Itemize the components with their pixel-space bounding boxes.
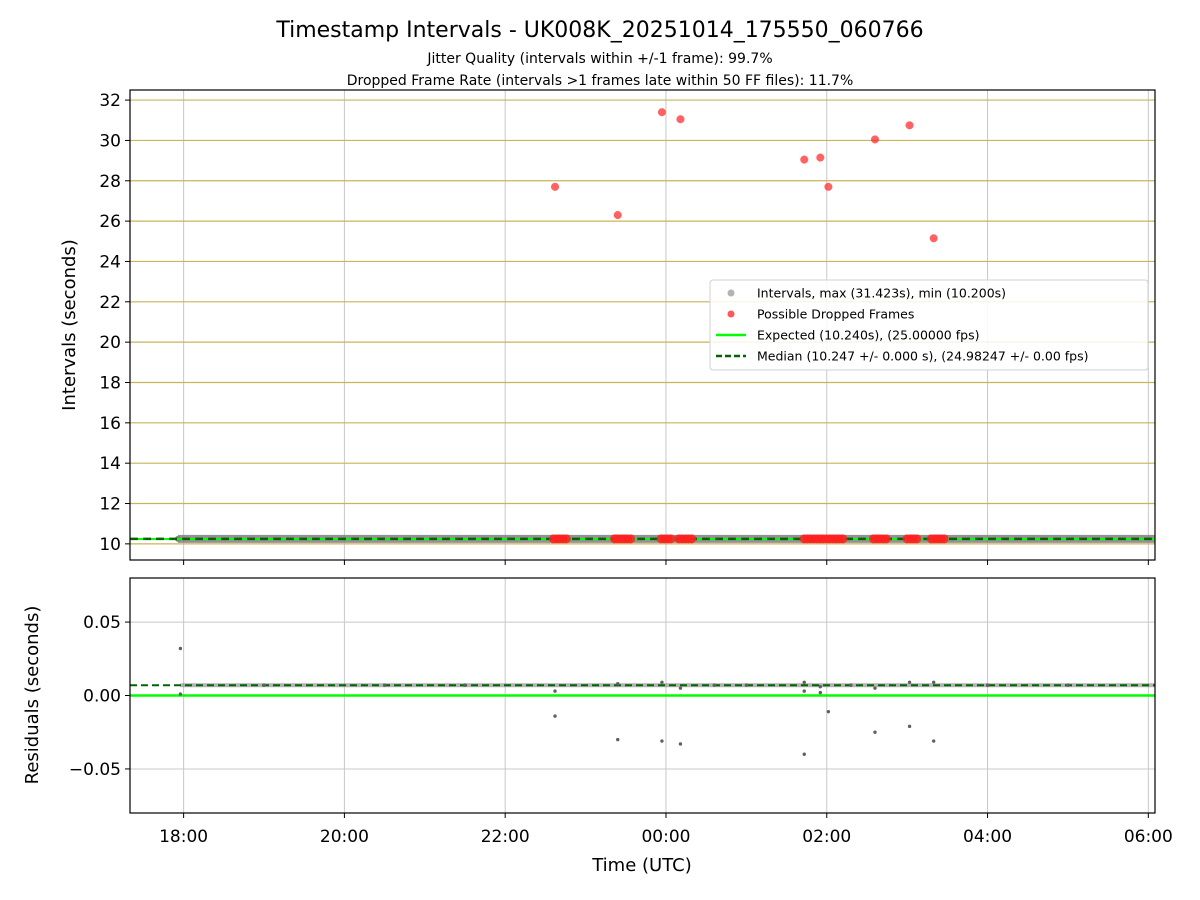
residual-point (873, 730, 877, 734)
residual-point (826, 709, 831, 714)
dropped-frame-point (657, 108, 667, 117)
dropped-cluster-point (626, 534, 636, 544)
legend-marker (727, 289, 735, 297)
y-tick-label: 24 (99, 252, 121, 272)
residual-point (818, 690, 823, 695)
dropped-frame-point (816, 153, 825, 162)
dropped-cluster-point (687, 534, 697, 544)
residual-point (907, 680, 912, 684)
residual-point (616, 682, 620, 686)
residual-point (712, 683, 716, 687)
top-y-axis-label: Intervals (seconds) (59, 239, 80, 411)
residual-point (744, 683, 749, 687)
residual-point (660, 680, 664, 684)
dropped-frame-point (613, 211, 622, 220)
x-tick-label: 22:00 (481, 827, 530, 847)
dropped-cluster-point (881, 534, 891, 544)
residual-point (678, 742, 683, 746)
residual-point (178, 646, 183, 651)
residual-point (931, 739, 936, 743)
residual-point (818, 684, 823, 689)
residual-point (660, 739, 664, 743)
x-tick-label: 02:00 (802, 827, 851, 847)
x-tick-label: 04:00 (963, 827, 1012, 847)
residual-point (985, 683, 990, 687)
residual-point (678, 686, 683, 690)
residual-point (553, 689, 557, 693)
chart-title: Timestamp Intervals - UK008K_20251014_17… (275, 18, 923, 43)
residual-point (616, 737, 620, 742)
residual-point (907, 724, 912, 729)
plot-area (130, 646, 1155, 756)
residual-point (382, 683, 387, 687)
residual-point (931, 680, 936, 684)
residual-point (849, 683, 853, 687)
y-tick-label: 32 (99, 91, 121, 111)
residuals-plot: 0.05 0.00 −0.05 18:00 20:00 22:00 00:00 02:00 04… (69, 577, 1173, 847)
y-tick-label: 10 (99, 535, 121, 555)
residual-point (873, 686, 877, 690)
residual-point (802, 680, 806, 684)
dropped-frame-point (676, 115, 685, 124)
residual-band (180, 683, 1155, 688)
dropped-frame-point (870, 135, 880, 144)
dropped-frame-point (800, 155, 809, 164)
residual-point (262, 683, 266, 687)
y-tick-label: 0.05 (83, 613, 121, 633)
residual-point (1066, 683, 1070, 687)
legend-box (709, 279, 1149, 371)
residual-point (553, 714, 557, 718)
y-tick-label: 28 (99, 172, 121, 192)
dropped-cluster-point (939, 534, 949, 544)
subtitle-dropped: Dropped Frame Rate (intervals >1 frames … (347, 73, 854, 89)
y-tick-label: −0.05 (69, 760, 121, 780)
dropped-frame-point (550, 182, 560, 191)
legend-label: Intervals, max (31.423s), min (10.200s) (757, 286, 1006, 301)
axes-frame (129, 89, 1156, 561)
legend: Intervals, max (31.423s), min (10.200s) P… (709, 279, 1149, 371)
y-tick-label: 12 (99, 495, 121, 515)
y-tick-label: 30 (99, 131, 121, 151)
x-tick-label: 20:00 (320, 827, 369, 847)
residual-point (802, 752, 806, 756)
legend-marker (727, 310, 735, 318)
y-tick-label: 26 (99, 212, 121, 232)
dropped-cluster-point (666, 534, 676, 544)
y-tick-label: 20 (99, 333, 121, 353)
dropped-frame-point (929, 234, 938, 243)
plot-area (130, 108, 1155, 544)
y-tick-label: 0.00 (83, 687, 121, 707)
y-tick-label: 22 (99, 293, 121, 313)
legend-label: Possible Dropped Frames (757, 307, 914, 322)
residual-point (178, 692, 183, 696)
y-tick-label: 16 (99, 414, 121, 434)
dropped-cluster-point (912, 534, 922, 544)
y-tick-label: 14 (99, 454, 121, 474)
x-tick-label: 00:00 (641, 827, 690, 847)
x-tick-label: 06:00 (1124, 827, 1173, 847)
legend-label: Expected (10.240s), (25.00000 fps) (757, 328, 979, 343)
legend-label: Median (10.247 +/- 0.000 s), (24.98247 +… (757, 349, 1088, 364)
x-axis-label: Time (UTC) (591, 855, 692, 876)
dropped-frame-point (824, 182, 833, 191)
dropped-cluster-point (838, 534, 848, 544)
dropped-frame-point (905, 121, 914, 130)
residual-point (802, 689, 806, 693)
bottom-y-axis-label: Residuals (seconds) (22, 606, 43, 785)
residual-point (463, 683, 467, 687)
dropped-cluster-point (561, 534, 571, 544)
x-tick-label: 18:00 (159, 827, 208, 847)
subtitle-jitter: Jitter Quality (intervals within +/-1 fr… (426, 51, 772, 67)
y-tick-label: 18 (99, 373, 121, 393)
